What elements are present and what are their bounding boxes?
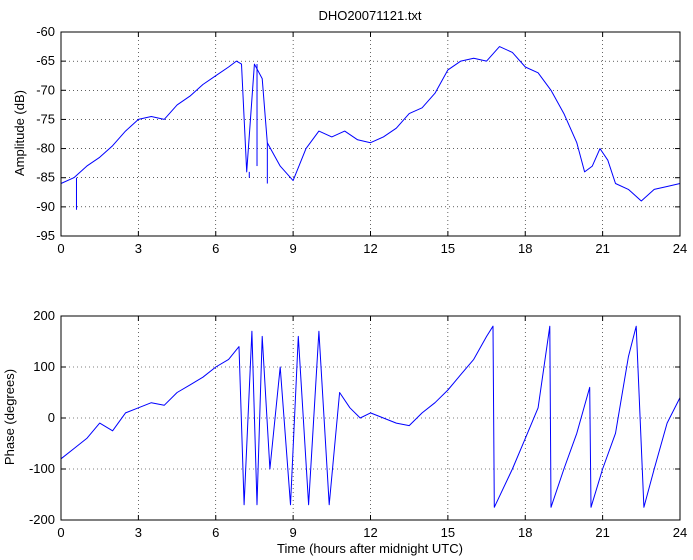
phase-x-tick-label: 9 xyxy=(290,525,297,540)
amplitude-y-tick-label: -85 xyxy=(36,170,55,185)
amplitude-y-tick-label: -60 xyxy=(36,24,55,39)
phase-grid xyxy=(61,316,680,520)
phase-x-tick-label: 12 xyxy=(363,525,377,540)
phase-x-tick-label: 6 xyxy=(212,525,219,540)
amplitude-y-tick-label: -80 xyxy=(36,141,55,156)
phase-axes: Phase (degrees) Time (hours after midnig… xyxy=(2,308,687,556)
amplitude-x-tick-label: 21 xyxy=(595,241,609,256)
phase-axes-frame xyxy=(60,315,681,521)
phase-x-tick-label: 0 xyxy=(57,525,64,540)
phase-y-tick-label: 0 xyxy=(48,410,55,425)
amplitude-y-tick-label: -75 xyxy=(36,111,55,126)
phase-x-tick-label: 3 xyxy=(135,525,142,540)
amplitude-x-tick-label: 6 xyxy=(212,241,219,256)
amplitude-plot-area xyxy=(60,46,681,210)
amplitude-x-tick-label: 24 xyxy=(673,241,687,256)
phase-y-tick-label: 200 xyxy=(33,308,55,323)
amplitude-axes: DHO20071121.txt Amplitude (dB) 0 3 6 9 12 15 1… xyxy=(12,8,687,256)
amplitude-axes-frame xyxy=(60,31,681,237)
amplitude-y-tick-label: -70 xyxy=(36,82,55,97)
amplitude-y-tick-label: -95 xyxy=(36,228,55,243)
phase-y-tick-label: -200 xyxy=(29,512,55,527)
phase-x-tick-label: 24 xyxy=(673,525,687,540)
amplitude-grid xyxy=(61,32,680,236)
amplitude-tick-marks xyxy=(60,31,681,237)
phase-x-tick-label: 18 xyxy=(518,525,532,540)
amplitude-x-tick-label: 0 xyxy=(57,241,64,256)
phase-y-tick-labels: -200 -100 0 100 200 xyxy=(29,308,55,527)
amplitude-x-tick-label: 15 xyxy=(441,241,455,256)
amplitude-x-tick-label: 12 xyxy=(363,241,377,256)
amplitude-x-tick-label: 9 xyxy=(290,241,297,256)
amplitude-series-line xyxy=(60,46,681,202)
phase-y-tick-label: -100 xyxy=(29,461,55,476)
amplitude-x-tick-label: 3 xyxy=(135,241,142,256)
amplitude-x-tick-label: 18 xyxy=(518,241,532,256)
phase-x-tick-labels: 0 3 6 9 12 15 18 21 24 xyxy=(57,525,687,540)
phase-y-tick-label: 100 xyxy=(33,359,55,374)
amplitude-y-tick-label: -90 xyxy=(36,199,55,214)
phase-x-tick-label: 15 xyxy=(441,525,455,540)
amplitude-y-tick-labels: -95 -90 -85 -80 -75 -70 -65 -60 xyxy=(36,24,55,243)
phase-x-axis-label: Time (hours after midnight UTC) xyxy=(277,541,463,556)
phase-y-axis-label: Phase (degrees) xyxy=(2,369,17,465)
phase-x-tick-label: 21 xyxy=(595,525,609,540)
amplitude-y-tick-label: -65 xyxy=(36,53,55,68)
amplitude-chart-title: DHO20071121.txt xyxy=(318,8,421,23)
amplitude-y-axis-label: Amplitude (dB) xyxy=(12,90,27,176)
phase-plot-area xyxy=(60,325,681,508)
amplitude-x-tick-labels: 0 3 6 9 12 15 18 21 24 xyxy=(57,241,687,256)
phase-series-line xyxy=(60,325,681,508)
